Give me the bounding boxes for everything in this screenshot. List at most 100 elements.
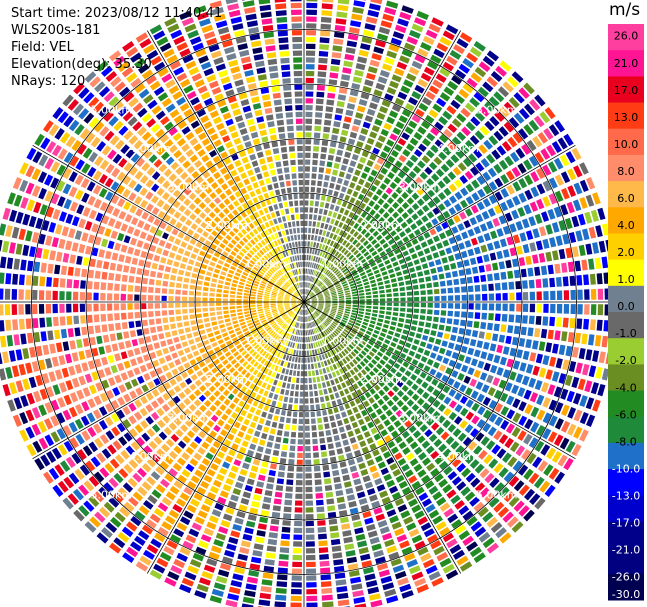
ppi-cell [396, 344, 403, 351]
ppi-cell [237, 475, 246, 483]
ppi-cell [257, 523, 267, 530]
ppi-cell [386, 545, 398, 554]
ppi-cell [400, 292, 406, 297]
ppi-cell [500, 271, 507, 280]
ppi-cell [551, 222, 560, 233]
ppi-cell [335, 316, 341, 320]
ppi-cell [438, 151, 447, 161]
ppi-cell [113, 55, 126, 67]
ppi-cell [482, 55, 495, 67]
ppi-cell [404, 342, 412, 349]
ppi-cell [311, 304, 317, 306]
ppi-cell [93, 198, 102, 209]
ppi-cell [104, 177, 114, 188]
ppi-cell [85, 460, 96, 472]
ppi-cell [419, 424, 428, 433]
ppi-cell [358, 547, 369, 555]
ppi-cell [396, 271, 402, 277]
ppi-cell [421, 182, 430, 191]
ppi-cell [335, 18, 347, 25]
ppi-cell [168, 309, 175, 316]
ppi-cell [454, 362, 462, 370]
ppi-cell [423, 269, 430, 276]
ppi-cell [379, 310, 385, 315]
ppi-cell [305, 459, 312, 465]
ppi-cell [471, 192, 480, 202]
ppi-cell [159, 374, 167, 383]
ppi-cell [420, 296, 427, 302]
ppi-cell [43, 120, 54, 133]
ppi-cell [8, 242, 16, 254]
ppi-cell [163, 168, 173, 178]
ppi-cell [475, 162, 485, 172]
ppi-cell [272, 265, 278, 271]
ppi-cell [324, 278, 329, 283]
ppi-cell [512, 360, 521, 370]
ppi-cell [367, 586, 380, 595]
ppi-cell [405, 319, 411, 324]
ppi-cell [272, 290, 278, 293]
ppi-cell [314, 201, 320, 207]
ppi-cell [137, 375, 145, 384]
ppi-cell [554, 263, 561, 274]
ppi-cell [191, 170, 200, 179]
ppi-cell [101, 527, 113, 539]
ppi-cell [336, 586, 348, 593]
ppi-cell [270, 302, 276, 304]
ppi-cell [369, 379, 376, 386]
ppi-cell [318, 533, 327, 540]
ppi-cell [224, 371, 231, 379]
ppi-cell [329, 273, 334, 279]
ppi-cell [282, 285, 288, 290]
ppi-cell [289, 288, 294, 293]
ppi-cell [505, 335, 512, 345]
ppi-cell [372, 306, 379, 310]
ppi-cell [427, 200, 436, 209]
ppi-cell [577, 378, 586, 391]
ppi-cell [274, 601, 286, 607]
ppi-cell [306, 323, 308, 329]
ppi-cell [165, 354, 172, 362]
ppi-cell [165, 242, 172, 250]
ppi-cell [155, 279, 162, 286]
ppi-cell [422, 457, 431, 466]
ppi-cell [83, 112, 95, 124]
ppi-cell [77, 449, 87, 461]
ppi-cell [313, 139, 320, 145]
ppi-cell [376, 340, 383, 346]
ppi-cell [309, 391, 314, 397]
ppi-cell [316, 376, 321, 383]
ppi-cell [536, 167, 546, 179]
ppi-cell [149, 351, 157, 360]
ppi-cell [290, 363, 294, 369]
ppi-cell [389, 463, 398, 471]
ppi-cell [332, 428, 339, 435]
ppi-cell [434, 303, 440, 308]
ppi-cell [257, 292, 263, 296]
ppi-cell [130, 378, 139, 387]
ppi-cell [291, 313, 296, 318]
ppi-cell [333, 319, 339, 324]
ppi-cell [80, 315, 86, 324]
ppi-cell [311, 321, 315, 327]
ppi-cell [270, 258, 275, 264]
ppi-cell [281, 368, 286, 374]
ppi-cell [305, 50, 316, 56]
ppi-cell [229, 306, 236, 310]
ppi-cell [305, 493, 313, 499]
ppi-cell [305, 316, 307, 322]
ppi-cell [263, 276, 269, 281]
ppi-cell [504, 437, 514, 449]
ppi-cell [336, 384, 342, 391]
ppi-cell [398, 258, 405, 265]
ppi-cell [576, 275, 583, 286]
ppi-cell [468, 303, 474, 310]
ppi-cell [451, 75, 463, 85]
ppi-cell [305, 139, 312, 145]
ppi-cell [496, 145, 507, 156]
ppi-cell [162, 280, 169, 287]
ppi-cell [223, 398, 231, 406]
ppi-cell [483, 341, 490, 350]
ppi-cell [332, 303, 338, 306]
ppi-cell [515, 373, 524, 384]
